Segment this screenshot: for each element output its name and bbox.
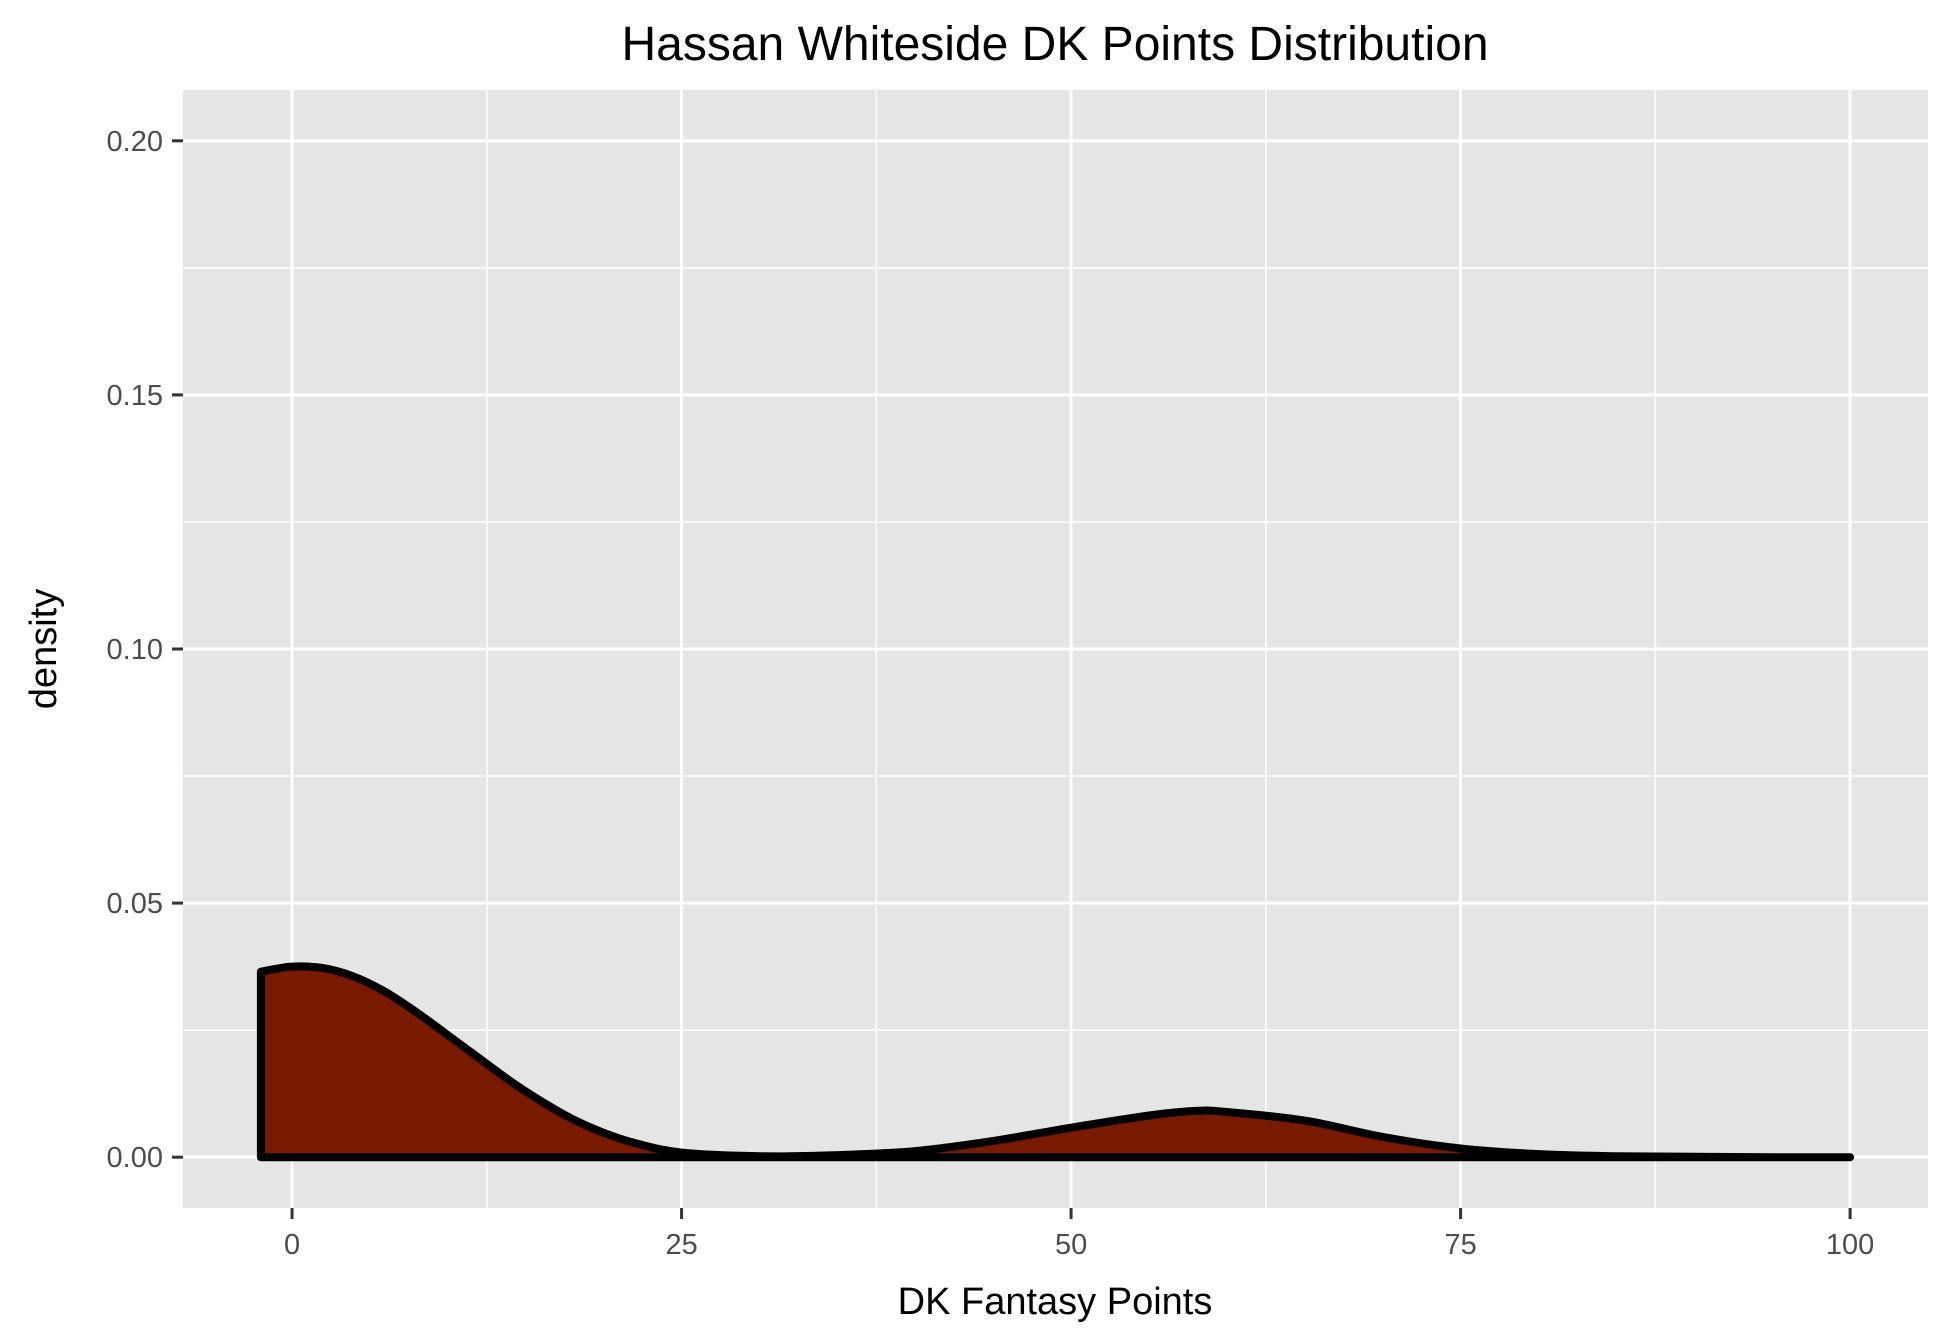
y-tick-label: 0.10 <box>107 634 163 666</box>
x-axis-title: DK Fantasy Points <box>898 1281 1213 1323</box>
x-tick-label: 0 <box>284 1229 300 1261</box>
density-area <box>256 962 1855 1162</box>
x-tick-label: 100 <box>1826 1229 1874 1261</box>
x-tick-label: 25 <box>665 1229 697 1261</box>
x-axis-ticks: 0 25 50 75 100 <box>284 1208 1874 1261</box>
x-tick-label: 75 <box>1444 1229 1476 1261</box>
x-tick-label: 50 <box>1055 1229 1087 1261</box>
y-tick-label: 0.05 <box>107 888 163 920</box>
y-tick-label: 0.00 <box>107 1142 163 1174</box>
y-tick-label: 0.20 <box>107 126 163 158</box>
y-axis-title: density <box>23 589 65 709</box>
y-tick-label: 0.15 <box>107 380 163 412</box>
y-axis-ticks: 0.00 0.05 0.10 0.15 0.20 <box>107 126 183 1174</box>
chart-title: Hassan Whiteside DK Points Distribution <box>621 18 1488 71</box>
